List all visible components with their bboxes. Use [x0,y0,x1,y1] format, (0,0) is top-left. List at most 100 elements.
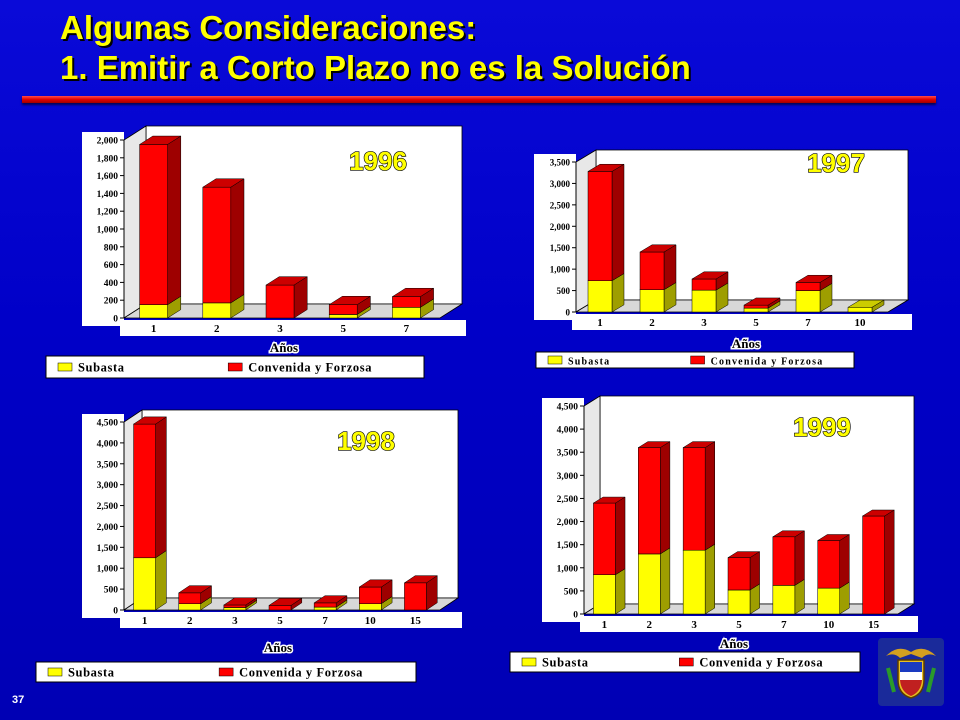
x-tick-label: 2 [647,619,653,631]
y-axis-label-panel [82,132,124,326]
y-tick-label: 600 [104,261,119,271]
bar-convenida-10-top [358,579,393,588]
chart-year-title: 1999 [793,412,851,442]
chart-year-title: 1996 [349,146,407,176]
bar-subasta-3 [682,549,706,615]
y-tick-label: 1,000 [97,565,119,575]
x-tick-label: 7 [805,317,811,329]
y-tick-label: 3,000 [550,179,571,189]
y-tick-label: 2,000 [550,222,571,232]
x-tick-label: 15 [410,615,422,627]
bar-convenida-1-top [587,163,625,172]
title-line-2: 1. Emitir a Corto Plazo no es la Solució… [60,49,691,86]
y-tick-label: 4,500 [97,419,119,429]
bar-convenida-7 [772,536,796,586]
title-underline [22,96,936,103]
chart-year-title: 1998 [337,426,395,456]
x-tick-label: 1 [602,619,608,631]
bar-convenida-1-top [592,496,626,504]
y-tick-label: 2,500 [557,495,579,505]
title-line-1: Algunas Consideraciones: [60,9,477,46]
bar-convenida-3 [682,447,706,551]
bar-convenida-15 [862,515,885,615]
y-tick-label: 1,600 [97,172,119,182]
x-tick-label: 3 [691,619,697,631]
y-tick-label: 4,500 [557,403,579,413]
x-tick-label: 10 [365,615,377,627]
bar-convenida-2-top [637,441,671,448]
chart-year-title: 1997 [807,148,865,178]
bar-convenida-15-top [403,575,439,584]
bar-convenida-3 [265,284,295,319]
y-axis-label-panel [542,398,584,622]
legend-label-subasta: Subasta [68,666,115,680]
x-axis-title: Años [264,640,292,655]
legend-label-convenida: Convenida y Forzosa [711,357,824,368]
legend-label-convenida: Convenida y Forzosa [248,361,372,375]
bar-convenida-15-side [884,509,895,615]
x-tick-label: 5 [736,619,742,631]
bar-convenida-10-top [816,534,851,541]
bar-convenida-5-side [749,551,760,591]
coat-of-arms-icon [886,648,936,699]
x-tick-label: 5 [277,615,283,627]
legend-swatch-convenida [690,355,705,365]
bar-convenida-1 [587,171,613,281]
x-tick-label: 7 [404,323,410,335]
bar-subasta-2-side [660,547,671,615]
x-axis-title: Años [720,636,748,651]
y-tick-label: 1,000 [97,226,119,236]
y-tick-label: 2,500 [97,502,119,512]
bar-convenida-1-top [132,416,168,425]
bar-convenida-5-top [328,296,372,305]
bar-subasta-1 [587,280,613,313]
bar-subasta-1 [593,574,616,615]
y-tick-label: 500 [564,587,579,597]
y-tick-label: 0 [113,607,118,617]
y-tick-label: 3,500 [557,449,579,459]
x-tick-label: 7 [781,619,787,631]
y-tick-label: 200 [104,297,119,307]
bar-subasta-5 [727,589,751,615]
x-tick-label: 2 [214,323,220,335]
y-tick-label: 2,000 [97,523,119,533]
legend-swatch-convenida [679,657,694,667]
y-tick-label: 4,000 [557,426,579,436]
legend-swatch-subasta [547,355,563,365]
y-tick-label: 1,500 [550,243,571,253]
x-tick-label: 3 [232,615,238,627]
legend-label-convenida: Convenida y Forzosa [239,666,363,680]
x-axis-label-panel [120,612,462,628]
x-tick-label: 1 [142,615,148,627]
x-tick-label: 10 [855,317,867,329]
x-tick-label: 5 [753,317,759,329]
y-tick-label: 1,500 [557,541,579,551]
bar-subasta-10-top [847,299,885,308]
bar-convenida-2 [202,186,232,304]
y-tick-label: 1,000 [557,564,579,574]
bar-convenida-1-top [138,135,182,145]
legend-label-convenida: Convenida y Forzosa [699,656,823,670]
bar-convenida-3-top [223,597,258,606]
x-tick-label: 5 [340,323,346,335]
y-axis-label-panel [534,154,576,320]
coat-of-arms-logo [878,638,944,706]
y-tick-label: 1,000 [550,265,571,275]
x-axis-label-panel [580,616,918,632]
y-tick-label: 400 [104,279,119,289]
legend-swatch-subasta [47,667,63,677]
legend-swatch-convenida [227,362,243,372]
y-tick-label: 3,500 [550,158,571,168]
y-tick-label: 1,200 [97,208,119,218]
bar-convenida-5-top [268,597,303,606]
y-tick-label: 3,000 [97,481,119,491]
x-tick-label: 3 [277,323,283,335]
x-axis-label-panel [572,314,912,330]
bar-convenida-7-top [795,274,833,283]
bar-convenida-1 [593,502,616,575]
bar-convenida-7-side [794,530,805,586]
bar-convenida-5 [727,557,751,591]
y-tick-label: 0 [113,315,118,325]
